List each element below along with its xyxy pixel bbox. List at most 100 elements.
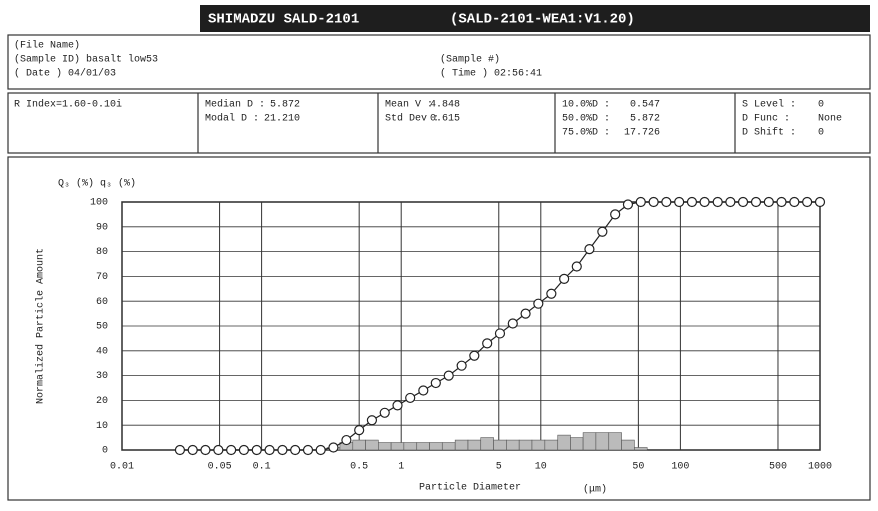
point [315, 444, 326, 456]
point [533, 298, 544, 309]
point [737, 196, 749, 208]
stat-value: 4.848 [430, 100, 460, 111]
point [379, 407, 390, 418]
bar [506, 439, 520, 451]
point [507, 318, 518, 329]
point [622, 199, 634, 210]
stat-label: Mean V : [385, 100, 433, 111]
stat-value: 0 [818, 128, 824, 139]
x-axis-unit: (μm) [583, 484, 607, 496]
point [482, 338, 493, 349]
point [328, 442, 339, 453]
sample-no: (Sample #) [440, 54, 500, 66]
y-tick-label: 90 [96, 222, 108, 233]
stat-value: 0 [818, 100, 824, 111]
bar [531, 439, 546, 451]
point [366, 415, 378, 426]
file-name: (File Name) [14, 40, 80, 52]
y-tick-label: 0 [102, 446, 108, 457]
y-tick-label: 50 [96, 322, 108, 333]
point [226, 444, 237, 456]
point [814, 196, 826, 208]
point [686, 196, 698, 208]
point [456, 360, 467, 371]
bar [390, 442, 405, 451]
legend-entry: q₃ (%) [100, 178, 136, 190]
bar [634, 447, 648, 451]
bar [608, 432, 622, 451]
point [597, 226, 608, 237]
point [469, 350, 480, 361]
point [174, 444, 186, 456]
stat-label: D Shift : [742, 127, 796, 139]
point [443, 370, 454, 381]
point [418, 385, 429, 396]
point [648, 196, 659, 208]
stat-label: S Level : [742, 99, 796, 111]
stats-box [7, 92, 871, 154]
point [277, 444, 288, 456]
x-tick-label: 1000 [808, 462, 832, 473]
bar [467, 439, 482, 451]
bar [454, 439, 469, 451]
x-tick-label: 0.05 [208, 462, 232, 473]
x-axis-label: Particle Diameter [419, 482, 521, 494]
point [776, 196, 787, 208]
point [546, 288, 557, 299]
x-tick-label: 10 [535, 462, 547, 473]
stat-value: 21.210 [264, 114, 300, 125]
x-tick-label: 500 [769, 462, 787, 473]
bar [441, 442, 456, 451]
x-tick-label: 0.1 [253, 462, 271, 473]
point [290, 444, 301, 456]
bar [557, 434, 571, 451]
version: (SALD-2101-WEA1:V1.20) [450, 12, 635, 28]
bar [570, 437, 584, 451]
bar [582, 432, 597, 451]
y-tick-label: 30 [96, 371, 108, 382]
point [699, 196, 710, 208]
stat-label: Modal D : [205, 113, 259, 125]
point [213, 444, 224, 456]
point [251, 444, 262, 456]
bar [493, 439, 507, 451]
stat-label: D Func : [742, 114, 790, 125]
y-tick-label: 60 [96, 297, 108, 308]
point [238, 444, 250, 456]
x-tick-label: 0.01 [110, 462, 134, 473]
x-tick-label: 0.5 [350, 462, 368, 473]
stat-value: 0.615 [430, 114, 460, 125]
stat-value: 5.872 [270, 100, 300, 111]
stat-label: 75.0%D : [562, 128, 610, 139]
y-tick-label: 10 [96, 421, 108, 432]
point [200, 444, 211, 456]
bar [352, 439, 366, 451]
bar [518, 439, 533, 451]
y-tick-label: 80 [96, 247, 108, 258]
bar [403, 442, 418, 451]
stat-value: 17.726 [624, 128, 660, 139]
point [302, 444, 314, 456]
point [763, 196, 774, 208]
y-tick-label: 70 [96, 272, 108, 283]
stat-label: 50.0%D : [562, 114, 610, 125]
point [430, 377, 441, 389]
y-tick-label: 100 [90, 198, 108, 209]
stat-value: 5.872 [630, 114, 660, 125]
point [520, 308, 531, 319]
x-tick-label: 5 [496, 462, 502, 473]
point [354, 425, 365, 436]
title-bar [200, 5, 870, 32]
point [494, 328, 506, 339]
point [264, 444, 275, 456]
sample-box [7, 34, 871, 90]
stat-label: 10.0%D : [562, 100, 610, 111]
sample-id: (Sample ID) basalt low53 [14, 54, 158, 66]
point [571, 261, 582, 272]
bar [621, 439, 635, 451]
bar [480, 437, 494, 451]
title: SHIMADZU SALD-2101 [208, 12, 359, 28]
chart-box [7, 156, 871, 501]
